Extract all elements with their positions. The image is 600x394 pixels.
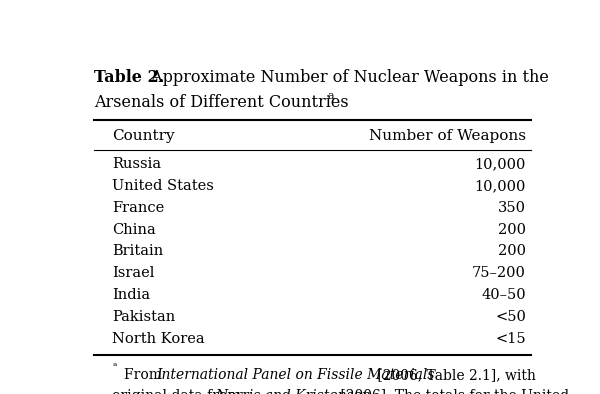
Text: 200: 200: [498, 244, 526, 258]
Text: 10,000: 10,000: [475, 179, 526, 193]
Text: 200: 200: [498, 223, 526, 237]
Text: 350: 350: [498, 201, 526, 215]
Text: From: From: [124, 368, 166, 382]
Text: original data from: original data from: [112, 388, 245, 394]
Text: China: China: [112, 223, 156, 237]
Text: North Korea: North Korea: [112, 332, 205, 346]
Text: Table 2.: Table 2.: [94, 69, 164, 85]
Text: [2006, Table 2.1], with: [2006, Table 2.1], with: [373, 368, 535, 382]
Text: India: India: [112, 288, 151, 302]
Text: Israel: Israel: [112, 266, 155, 280]
Text: <50: <50: [495, 310, 526, 324]
Text: <15: <15: [496, 332, 526, 346]
Text: a: a: [328, 91, 334, 101]
Text: 75–200: 75–200: [472, 266, 526, 280]
Text: Number of Weapons: Number of Weapons: [369, 129, 526, 143]
Text: Russia: Russia: [112, 157, 161, 171]
Text: [2006]. The totals for the United: [2006]. The totals for the United: [336, 388, 569, 394]
Text: Arsenals of Different Countries: Arsenals of Different Countries: [94, 94, 348, 111]
Text: International Panel on Fissile Materials: International Panel on Fissile Materials: [157, 368, 435, 382]
Text: ᵃ: ᵃ: [112, 362, 116, 372]
Text: France: France: [112, 201, 164, 215]
Text: Britain: Britain: [112, 244, 163, 258]
Text: 10,000: 10,000: [475, 157, 526, 171]
Text: Norris and Kristensen: Norris and Kristensen: [215, 388, 371, 394]
Text: Approximate Number of Nuclear Weapons in the: Approximate Number of Nuclear Weapons in…: [146, 69, 549, 85]
Text: Country: Country: [112, 129, 175, 143]
Text: United States: United States: [112, 179, 214, 193]
Text: Pakistan: Pakistan: [112, 310, 175, 324]
Text: 40–50: 40–50: [481, 288, 526, 302]
